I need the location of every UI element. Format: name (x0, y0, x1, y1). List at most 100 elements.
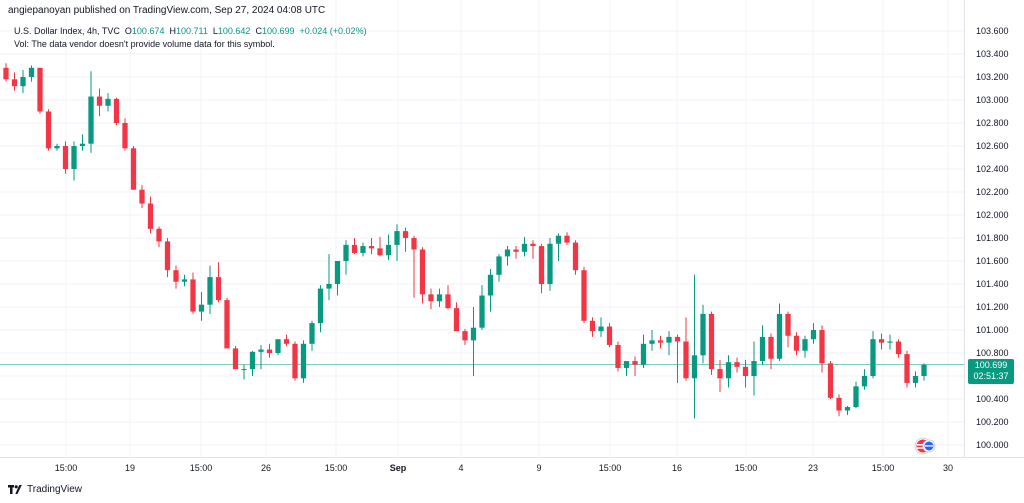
candle-body (122, 123, 128, 149)
candle (3, 63, 9, 82)
candle (88, 71, 94, 153)
candle-body (887, 341, 893, 343)
candle (640, 334, 647, 368)
time-tick-label: Sep (390, 463, 407, 473)
price-tick-label: 102.000 (976, 210, 1009, 220)
candle (105, 93, 111, 112)
candle (224, 297, 230, 349)
time-tick-label: 15:00 (325, 463, 348, 473)
low-value: 100.642 (217, 26, 251, 36)
time-tick-label: 16 (672, 463, 682, 473)
candle (776, 303, 783, 362)
time-tick-label: 15:00 (735, 463, 758, 473)
candle (377, 236, 383, 257)
candle-body (300, 343, 307, 379)
candle-body (776, 313, 783, 359)
candle (479, 285, 485, 330)
candle-body (487, 274, 494, 296)
candle-body (479, 295, 485, 328)
high-value: 100.711 (175, 26, 208, 36)
candle (20, 70, 26, 94)
time-tick-label: 15:00 (872, 463, 895, 473)
candle (232, 346, 239, 370)
candle (292, 341, 298, 381)
close-value: 100.699 (261, 26, 295, 36)
candle-body (232, 348, 239, 370)
time-axis[interactable]: 15:00 19 15:00 26 15:00 Sep 4 9 15:00 16 15:00 23 15… (55, 463, 953, 473)
candle-body (394, 231, 400, 245)
candle-body (844, 407, 851, 411)
candle-body (878, 339, 885, 343)
candle-body (241, 369, 247, 371)
candle (912, 371, 919, 388)
price-axis[interactable]: 103.600 103.400 103.200 103.000 102.800 102.6… (976, 26, 1009, 450)
price-tick-label: 100.800 (976, 348, 1009, 358)
candle (504, 246, 511, 266)
candle (309, 320, 315, 351)
candle-body (666, 336, 672, 343)
candle-body (861, 376, 868, 387)
time-tick-label: 15:00 (55, 463, 78, 473)
candle (258, 344, 264, 370)
candle-body (79, 143, 86, 146)
volume-note: Vol: The data vendor doesn't provide vol… (14, 39, 275, 49)
us-flag-icon[interactable] (914, 437, 936, 455)
candle-body (207, 277, 213, 305)
candle-body (156, 228, 162, 242)
candle-body (292, 343, 298, 379)
candle (844, 405, 851, 416)
candle-body (810, 330, 817, 340)
tradingview-brand[interactable]: TradingView (8, 484, 82, 495)
candle (581, 266, 587, 324)
time-tick-label: 4 (458, 463, 463, 473)
candle-body (164, 241, 171, 271)
candle (147, 196, 154, 234)
price-tick-label: 102.400 (976, 164, 1009, 174)
candle-body (649, 340, 655, 344)
symbol-name[interactable]: U.S. Dollar Index, 4h, TVC (14, 26, 120, 36)
candle (793, 332, 800, 356)
price-tick-label: 101.800 (976, 233, 1009, 243)
price-tick-label: 101.600 (976, 256, 1009, 266)
candle-body (334, 261, 341, 284)
candle-body (513, 249, 519, 252)
candle (173, 265, 179, 289)
publisher-line: angiepanoyan published on TradingView.co… (8, 5, 326, 16)
candle-body (139, 189, 145, 204)
close-label: C (255, 26, 262, 36)
candle (759, 325, 766, 365)
candle (734, 357, 740, 373)
candle (904, 350, 910, 388)
candle-body (700, 313, 706, 356)
candle (62, 141, 69, 174)
candle (870, 331, 876, 379)
candle (275, 339, 281, 356)
candle-body (819, 330, 825, 364)
candle-body (343, 244, 349, 261)
candle (402, 227, 409, 252)
candle-body (674, 336, 681, 342)
candle-body (317, 288, 324, 324)
candle-body (190, 279, 196, 312)
candle (411, 235, 417, 298)
candle (445, 285, 451, 310)
time-tick-label: 30 (943, 463, 953, 473)
candle-body (547, 243, 553, 284)
candle-body (742, 366, 749, 376)
candle (861, 369, 868, 390)
candle-body (827, 363, 834, 398)
candle-body (895, 341, 902, 355)
candle (768, 333, 774, 370)
candle-body (691, 355, 698, 379)
price-tick-label: 100.400 (976, 394, 1009, 404)
candle-body (62, 146, 69, 169)
candle-body (419, 249, 426, 295)
candle-body (147, 203, 154, 229)
candle-body (657, 340, 664, 343)
price-tick-label: 102.600 (976, 141, 1009, 151)
candle (921, 363, 927, 381)
candle (462, 328, 468, 345)
last-price-badge: 100.699 02:51:37 (968, 359, 1014, 384)
candle (368, 238, 375, 255)
